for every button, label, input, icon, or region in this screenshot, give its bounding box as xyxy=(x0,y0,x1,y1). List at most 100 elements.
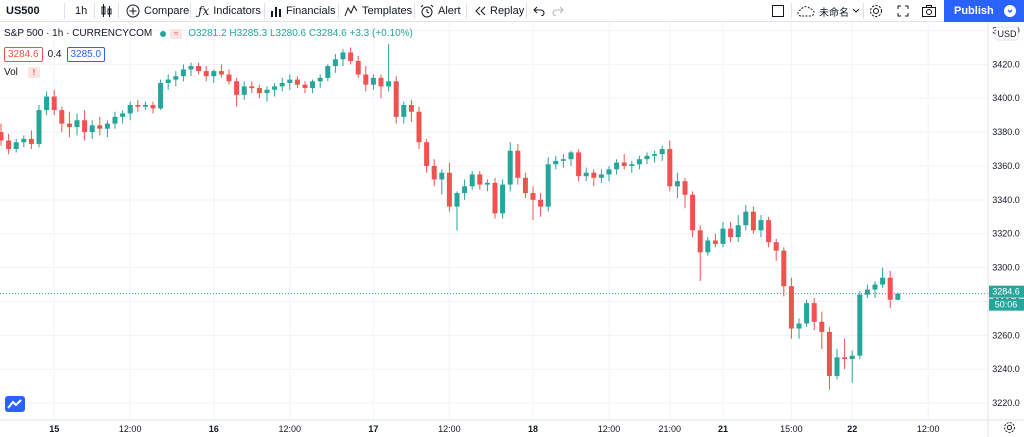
undo-button[interactable] xyxy=(533,0,549,22)
price-tick-label: 3220.0 xyxy=(992,398,1020,408)
candle-up xyxy=(598,174,604,178)
candle-down xyxy=(621,162,627,166)
candle-up xyxy=(211,71,217,77)
candle-down xyxy=(203,71,209,77)
low-value: L3280.6 xyxy=(269,28,307,39)
price-tick-label: 3360.0 xyxy=(992,161,1020,171)
candle-down xyxy=(82,120,88,133)
chevron-down-icon xyxy=(852,8,860,14)
time-tick-label: 21:00 xyxy=(659,424,682,434)
candle-up xyxy=(241,86,247,95)
templates-label: Templates xyxy=(362,5,413,17)
candle-down xyxy=(97,125,103,129)
publish-menu-icon[interactable] xyxy=(1004,5,1016,17)
toolbar-divider xyxy=(338,3,339,19)
interval-button[interactable]: 1h xyxy=(75,5,88,17)
camera-icon xyxy=(922,5,936,17)
candle-down xyxy=(408,104,414,112)
candle-down xyxy=(431,165,437,180)
indicators-label: Indicators xyxy=(213,5,261,17)
toolbar-divider xyxy=(791,3,792,19)
candle-down xyxy=(538,199,544,207)
financials-button[interactable]: Financials xyxy=(270,0,336,22)
alert-button[interactable]: Alert xyxy=(420,0,461,22)
candle-up xyxy=(735,225,741,238)
templates-button[interactable]: Templates xyxy=(344,0,412,22)
time-tick-label: 22 xyxy=(847,424,857,434)
toolbar-divider xyxy=(64,3,65,19)
candle-down xyxy=(576,152,582,177)
buy-price-button[interactable]: 3285.0 xyxy=(66,47,106,62)
symbol-title[interactable]: S&P 500 · 1h · CURRENCYCOM xyxy=(4,28,153,39)
candle-down xyxy=(819,321,825,332)
candle-down xyxy=(477,174,483,185)
candle-up xyxy=(614,162,620,170)
candle-up xyxy=(325,66,331,78)
candle-up xyxy=(804,303,810,324)
data-status-icon: ≈ xyxy=(170,28,183,39)
settings-button[interactable] xyxy=(869,0,887,22)
gear-icon xyxy=(869,4,883,18)
price-tick-label: 3300.0 xyxy=(992,263,1020,273)
time-tick-label: 18 xyxy=(528,424,538,434)
currency-label: USD xyxy=(997,29,1017,39)
chart-style-button[interactable] xyxy=(101,0,117,22)
price-tick-label: 3420.0 xyxy=(992,59,1020,69)
candle-down xyxy=(51,96,57,111)
time-tick-label: 17 xyxy=(368,424,378,434)
candle-up xyxy=(857,294,863,356)
volume-warning-icon[interactable]: ! xyxy=(27,67,40,78)
candles xyxy=(0,44,901,390)
candle-up xyxy=(606,169,612,175)
candle-up xyxy=(469,174,475,187)
replay-button[interactable]: Replay xyxy=(474,0,524,22)
fullscreen-button[interactable] xyxy=(897,0,913,22)
financials-label: Financials xyxy=(286,5,336,17)
candle-up xyxy=(36,110,42,144)
layout-button[interactable] xyxy=(772,0,788,22)
candle-up xyxy=(287,79,293,83)
bar-chart-icon xyxy=(270,5,282,17)
candle-down xyxy=(363,74,369,85)
price-chart[interactable]: 3220.03240.03260.03280.03300.03320.03340… xyxy=(0,22,1024,437)
currency-badge[interactable] xyxy=(995,26,1019,41)
layout-menu-button[interactable] xyxy=(852,0,864,22)
redo-button[interactable] xyxy=(552,0,568,22)
candle-down xyxy=(59,110,65,124)
save-layout-button[interactable]: 未命名 xyxy=(797,0,849,22)
candle-up xyxy=(880,277,886,285)
snapshot-button[interactable] xyxy=(922,0,940,22)
candle-down xyxy=(591,172,597,178)
candle-up xyxy=(158,82,164,109)
candle-up xyxy=(332,59,338,67)
candle-up xyxy=(743,211,749,226)
candle-up xyxy=(44,96,50,111)
candle-up xyxy=(317,77,323,82)
tradingview-logo-icon[interactable] xyxy=(5,396,25,412)
volume-legend: Vol ! xyxy=(4,67,40,78)
candle-down xyxy=(697,230,703,253)
axis-settings-gear-icon[interactable] xyxy=(1003,421,1016,437)
candle-down xyxy=(424,142,430,166)
chart-grid xyxy=(0,22,988,420)
compare-button[interactable]: Compare xyxy=(126,0,189,22)
candle-down xyxy=(766,220,772,243)
chart-legend: S&P 500 · 1h · CURRENCYCOM ≈ O3281.2 H32… xyxy=(4,28,413,39)
candle-down xyxy=(378,77,384,87)
price-axis[interactable]: 3220.03240.03260.03280.03300.03320.03340… xyxy=(992,25,1020,408)
candle-down xyxy=(712,240,718,244)
toolbar-divider xyxy=(466,3,467,19)
volume-label[interactable]: Vol xyxy=(4,67,18,78)
layout-name: 未命名 xyxy=(819,7,849,19)
symbol-search-button[interactable]: US500 xyxy=(6,5,40,17)
sell-price-button[interactable]: 3284.6 xyxy=(4,47,43,62)
candle-up xyxy=(74,120,80,128)
indicators-button[interactable]: ƒx Indicators xyxy=(198,0,261,22)
candle-down xyxy=(788,286,794,329)
publish-button[interactable]: Publish xyxy=(944,0,1024,22)
candle-down xyxy=(522,177,528,194)
candle-up xyxy=(279,82,285,87)
time-axis[interactable]: 15 12:00 16 12:00 17 12:00 18 12:00 21:00 21 15:00… xyxy=(49,424,939,434)
price-tick-label: 3240.0 xyxy=(992,364,1020,374)
candle-up xyxy=(644,155,650,160)
